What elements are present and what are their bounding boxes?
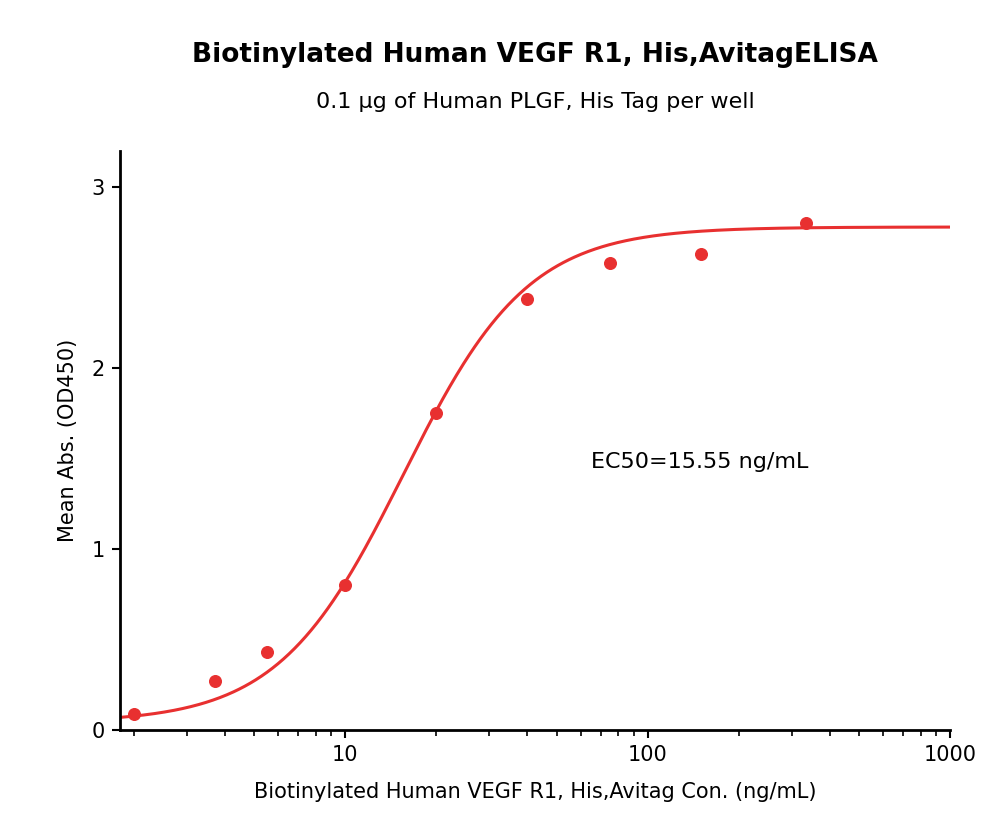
X-axis label: Biotinylated Human VEGF R1, His,Avitag Con. (ng/mL): Biotinylated Human VEGF R1, His,Avitag C… — [254, 782, 816, 802]
Point — [602, 257, 618, 270]
Point — [337, 579, 353, 592]
Point — [519, 293, 535, 306]
Text: EC50=15.55 ng/mL: EC50=15.55 ng/mL — [591, 452, 808, 472]
Text: 0.1 μg of Human PLGF, His Tag per well: 0.1 μg of Human PLGF, His Tag per well — [316, 92, 754, 112]
Point — [693, 248, 709, 261]
Point — [207, 675, 223, 688]
Point — [126, 707, 142, 721]
Point — [428, 407, 444, 420]
Point — [259, 645, 275, 659]
Point — [798, 216, 814, 230]
Text: Biotinylated Human VEGF R1, His,AvitagELISA: Biotinylated Human VEGF R1, His,AvitagEL… — [192, 42, 878, 68]
Y-axis label: Mean Abs. (OD450): Mean Abs. (OD450) — [58, 339, 78, 542]
